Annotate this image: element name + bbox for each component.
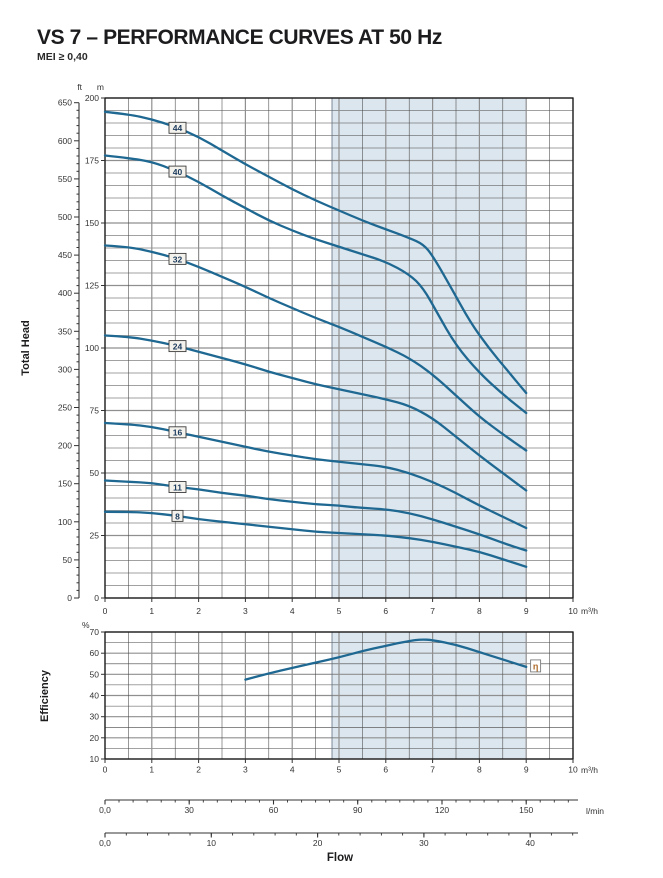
ft-tick-label: 450	[58, 250, 72, 260]
x-tick-label: 6	[383, 606, 388, 616]
x-tick-label: 10	[568, 765, 578, 775]
curve-label-box	[168, 340, 187, 353]
curve-label-box	[168, 426, 187, 439]
x-tick-label: 1	[149, 765, 154, 775]
ft-tick-label: 0	[67, 593, 72, 603]
x-tick-label: 1	[149, 606, 154, 616]
head-curve-44	[103, 110, 528, 395]
percent-axis-header: %	[82, 620, 90, 630]
lmin-ruler-unit: l/min	[586, 806, 604, 816]
ruler-tick-label: 10	[207, 838, 217, 848]
x-tick-label: 0	[103, 606, 108, 616]
ft-tick-label: 300	[58, 364, 72, 374]
x-tick-label: 8	[477, 606, 482, 616]
ft-tick-label: 650	[58, 98, 72, 108]
m-tick-label: 175	[85, 156, 99, 166]
curve-label: 11	[173, 482, 182, 492]
x-tick-label: 5	[337, 765, 342, 775]
m-tick-label: 100	[85, 343, 99, 353]
curve-label: 32	[173, 254, 183, 264]
ruler-tick-label: 40	[525, 838, 535, 848]
ruler-tick-label: 0,0	[99, 838, 111, 848]
eff-tick-label: 10	[90, 754, 100, 764]
m-tick-label: 0	[94, 593, 99, 603]
curve-label: 8	[175, 511, 180, 521]
m-tick-label: 200	[85, 93, 99, 103]
eta-label-box	[530, 659, 542, 673]
ruler-tick-label: 150	[519, 805, 533, 815]
ft-tick-label: 50	[63, 555, 73, 565]
ruler-tick-label: 120	[435, 805, 449, 815]
eff-tick-label: 20	[90, 733, 100, 743]
m-tick-label: 75	[90, 406, 100, 416]
efficiency-curve	[244, 638, 528, 681]
curve-label: 16	[173, 428, 183, 438]
flow-axis-label: Flow	[326, 852, 354, 864]
ruler-tick-label: 20	[313, 838, 323, 848]
ft-tick-label: 350	[58, 326, 72, 336]
ft-tick-label: 550	[58, 174, 72, 184]
ft-axis-header: ft	[77, 82, 82, 92]
x-tick-label: 4	[290, 606, 295, 616]
ft-tick-label: 200	[58, 441, 72, 451]
x-tick-label: 5	[337, 606, 342, 616]
x-tick-label: 6	[383, 765, 388, 775]
mei-subtitle: MEI ≥ 0,40	[37, 51, 88, 63]
head-xaxis-unit: m³/h	[581, 606, 598, 616]
ft-tick-label: 150	[58, 479, 72, 489]
ruler-tick-label: 30	[184, 805, 194, 815]
eff-tick-label: 60	[90, 648, 100, 658]
ft-tick-label: 600	[58, 136, 72, 146]
eff-tick-label: 40	[90, 691, 100, 701]
x-tick-label: 9	[524, 606, 529, 616]
m-tick-label: 25	[90, 531, 100, 541]
curve-label-box	[168, 481, 187, 493]
curve-label: 40	[173, 167, 183, 177]
x-tick-label: 8	[477, 765, 482, 775]
x-tick-label: 2	[196, 606, 201, 616]
eff-tick-label: 30	[90, 712, 100, 722]
x-tick-label: 7	[430, 606, 435, 616]
x-tick-label: 3	[243, 765, 248, 775]
head-curve-40	[103, 154, 528, 415]
x-tick-label: 4	[290, 765, 295, 775]
ruler-tick-label: 90	[353, 805, 363, 815]
ruler-tick-label: 30	[419, 838, 429, 848]
x-tick-label: 10	[568, 606, 578, 616]
x-tick-label: 7	[430, 765, 435, 775]
curve-label-box	[168, 121, 187, 134]
curve-label-box	[171, 509, 184, 522]
x-tick-label: 3	[243, 606, 248, 616]
ruler-tick-label: 0,0	[99, 805, 111, 815]
m-tick-label: 50	[90, 468, 100, 478]
ft-tick-label: 400	[58, 288, 72, 298]
eff-tick-label: 70	[90, 627, 100, 637]
head-curve-8	[103, 510, 528, 568]
x-tick-label: 2	[196, 765, 201, 775]
ft-tick-label: 250	[58, 403, 72, 413]
curve-label-box	[168, 252, 187, 265]
m-tick-label: 125	[85, 281, 99, 291]
eff-tick-label: 50	[90, 669, 100, 679]
x-tick-label: 9	[524, 765, 529, 775]
eta-label: η	[533, 662, 539, 672]
m-tick-label: 150	[85, 218, 99, 228]
curve-label: 44	[173, 123, 183, 133]
m-axis-header: m	[96, 82, 104, 92]
ft-tick-label: 100	[58, 517, 72, 527]
ft-tick-label: 500	[58, 212, 72, 222]
page-title: VS 7 – PERFORMANCE CURVES AT 50 Hz	[37, 26, 442, 49]
eff-xaxis-unit: m³/h	[581, 765, 598, 775]
x-tick-label: 0	[103, 765, 108, 775]
ruler-tick-label: 60	[269, 805, 279, 815]
curve-label-box	[168, 165, 187, 178]
curve-label: 24	[173, 342, 183, 352]
